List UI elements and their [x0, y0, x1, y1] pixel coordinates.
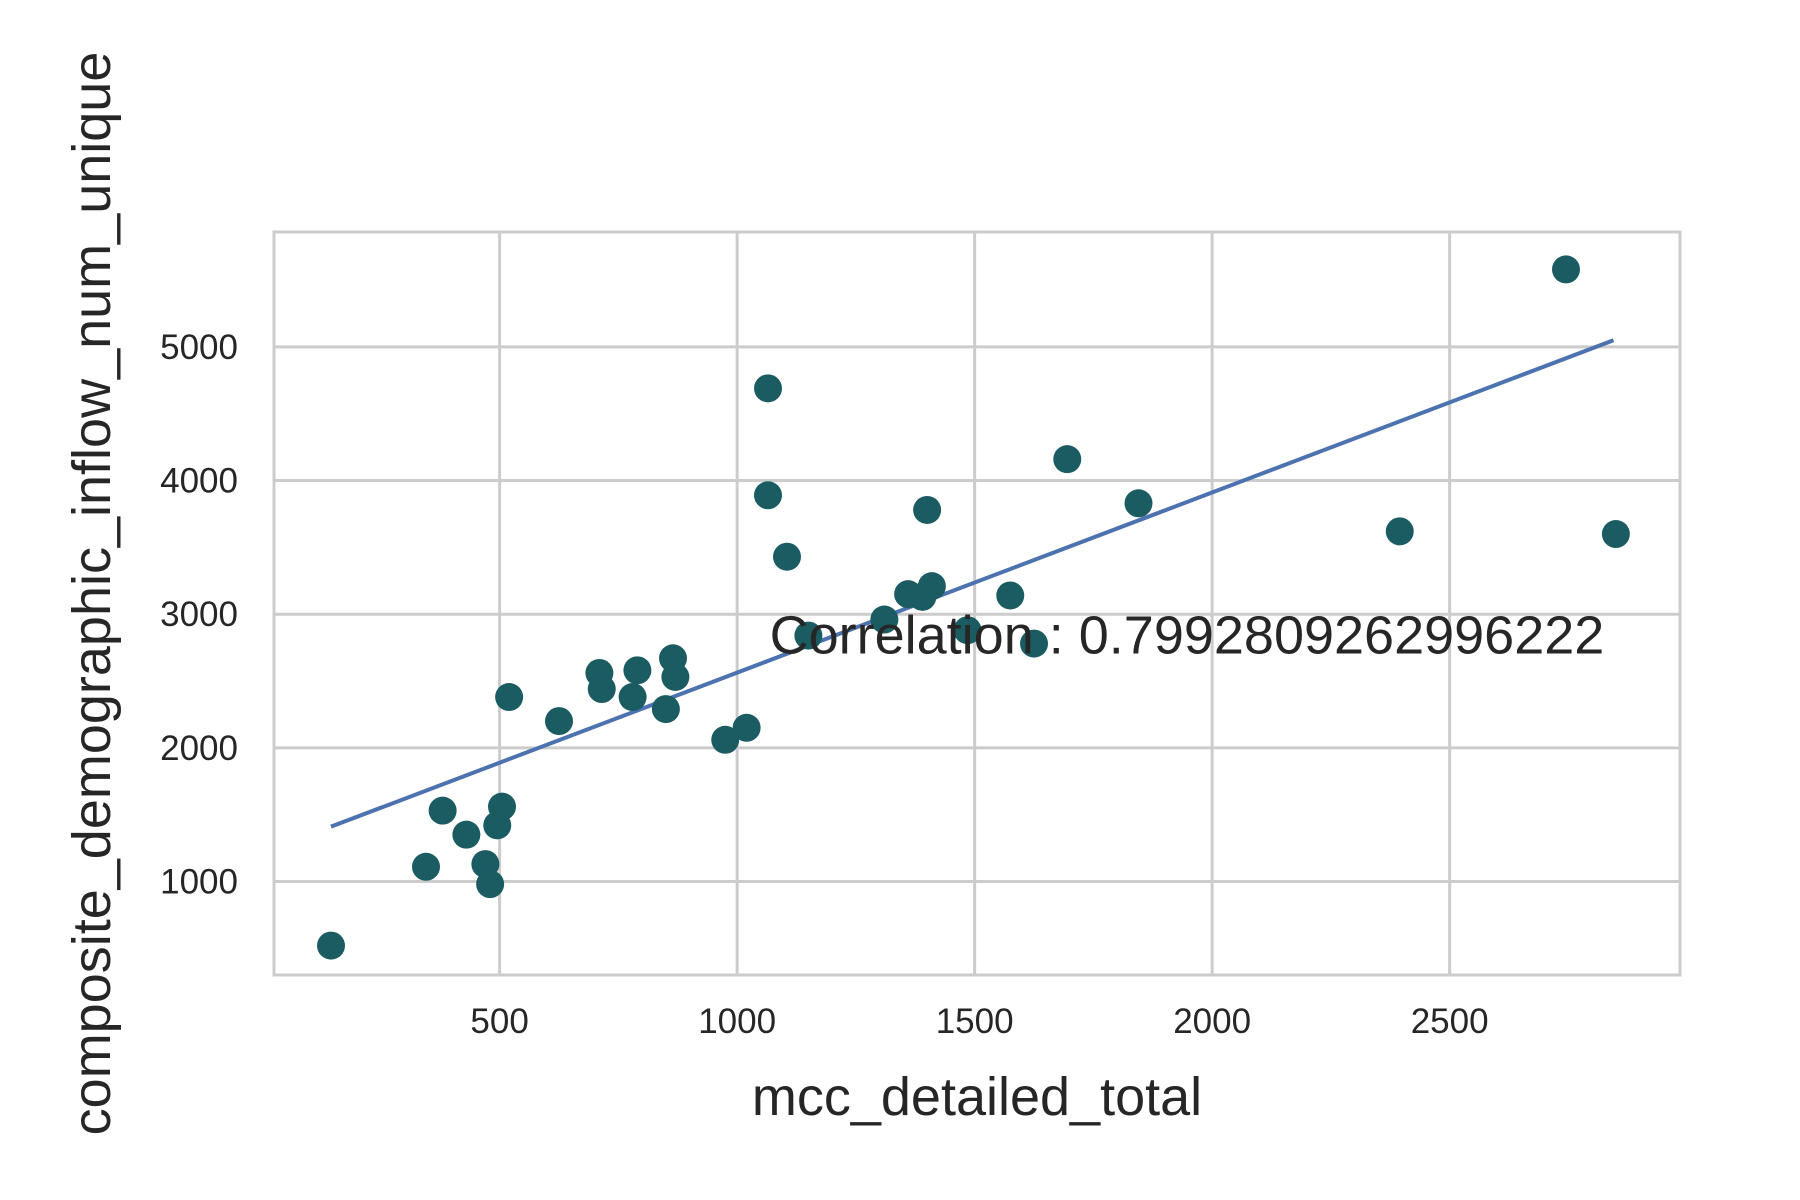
y-tick-label: 3000 [160, 595, 238, 634]
data-point [488, 792, 516, 821]
y-tick-label: 2000 [160, 729, 238, 768]
data-point [412, 852, 440, 881]
data-point [1552, 255, 1580, 284]
data-point [587, 675, 616, 704]
data-point [732, 713, 761, 742]
y-tick-label: 5000 [160, 328, 238, 367]
y-axis-label: composite_demographic_inflow_num_unique [62, 52, 122, 1136]
data-point [917, 572, 946, 601]
data-point [870, 605, 899, 634]
data-point [452, 820, 481, 849]
data-point [953, 616, 982, 645]
data-point [651, 695, 680, 724]
y-tick-label: 4000 [160, 462, 238, 501]
plot-frame [272, 230, 1682, 977]
data-point [1601, 520, 1630, 549]
data-point [618, 683, 647, 712]
correlation-annotation: Correlation : 0.7992809262996222 [770, 606, 1605, 666]
x-tick-label: 2500 [1411, 1002, 1489, 1041]
data-point [996, 581, 1025, 610]
data-point [623, 656, 652, 685]
data-point [754, 481, 782, 510]
x-tick-label: 1000 [698, 1002, 776, 1041]
data-point [495, 683, 524, 712]
y-tick-label: 1000 [160, 862, 238, 901]
data-point [428, 796, 457, 825]
x-tick-label: 1500 [936, 1002, 1014, 1041]
data-point [661, 662, 690, 691]
data-points [317, 255, 1630, 960]
data-point [545, 707, 573, 736]
data-point [317, 931, 345, 960]
x-tick-label: 500 [470, 1002, 528, 1041]
data-point [913, 495, 942, 524]
trend-line [330, 338, 1615, 829]
data-point [1020, 629, 1048, 658]
tick-labels: 500 1000 1500 2000 2500 1000 2000 3000 4000 5000 [160, 328, 1488, 1041]
data-point [794, 621, 823, 650]
data-point [754, 374, 782, 403]
data-point [773, 542, 801, 571]
data-point [1053, 445, 1082, 474]
data-point [711, 725, 740, 754]
data-point [476, 870, 505, 899]
grid-lines [274, 232, 1680, 975]
x-axis-label: mcc_detailed_total [752, 1067, 1202, 1127]
x-tick-label: 2000 [1173, 1002, 1251, 1041]
data-point [1124, 489, 1153, 518]
data-point [1385, 517, 1414, 546]
